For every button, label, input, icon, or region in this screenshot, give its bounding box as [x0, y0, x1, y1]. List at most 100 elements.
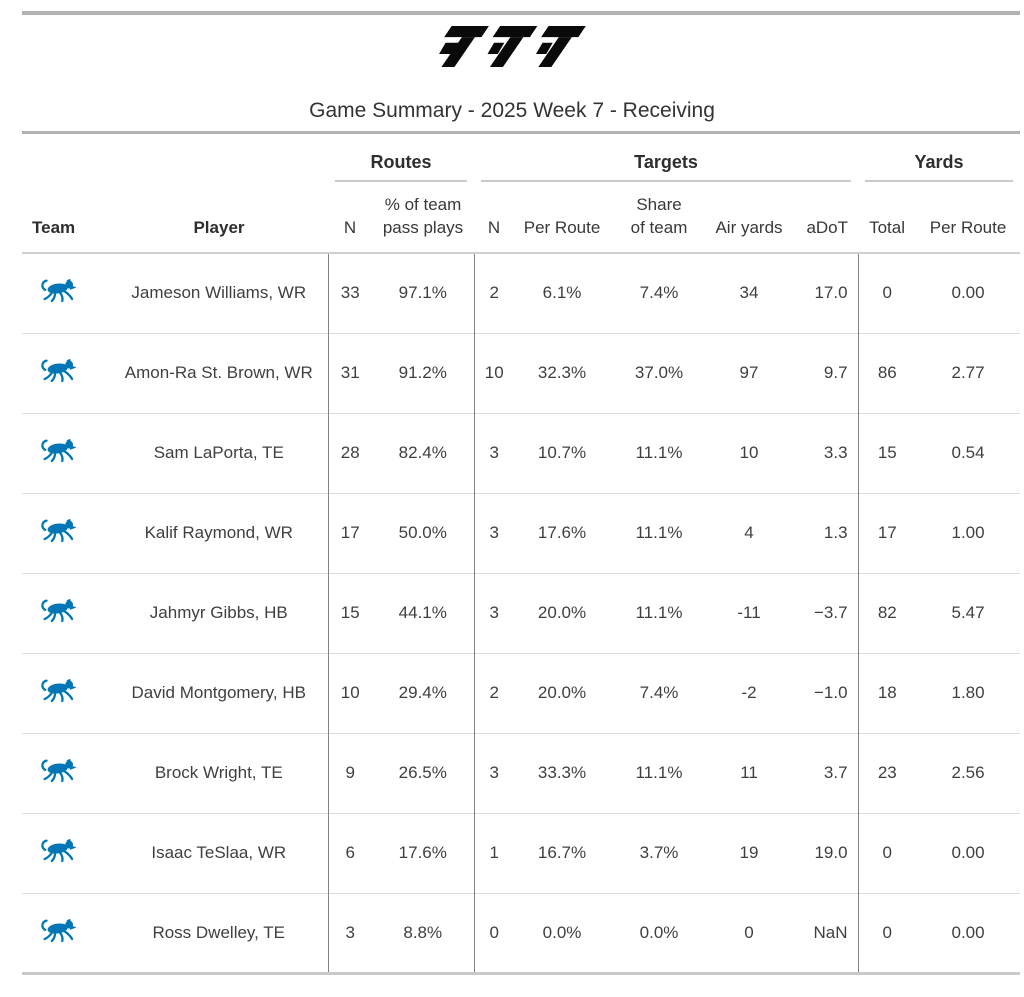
targets-per-route-value: 10.7% [514, 412, 611, 493]
target-share-value: 37.0% [610, 332, 709, 413]
routes-pct-value: 8.8% [372, 892, 475, 973]
yards-total-value: 18 [857, 652, 917, 733]
column-header-row: Team Player N % of team pass plays N Per… [22, 182, 1021, 254]
adot-value: 1.3 [790, 492, 859, 573]
yards-per-route-value: 0.54 [916, 412, 1021, 493]
adot-value: NaN [790, 892, 859, 973]
team-cell [22, 652, 110, 733]
targets-n-value: 2 [473, 253, 515, 333]
yards-per-route-value: 5.47 [916, 572, 1021, 653]
table-row: Kalif Raymond, WR 17 50.0% 3 17.6% 11.1%… [22, 492, 1021, 573]
team-cell [22, 253, 110, 333]
team-cell [22, 492, 110, 573]
air-yards-value: 19 [708, 812, 791, 893]
targets-per-route-value: 20.0% [514, 652, 611, 733]
yards-per-route-value: 2.77 [916, 332, 1021, 413]
target-share-value: 7.4% [639, 283, 679, 303]
routes-pct-value: 91.2% [372, 332, 475, 413]
player-name: Ross Dwelley, TE [110, 892, 328, 973]
lions-logo-icon [40, 437, 78, 464]
routes-n-value: 31 [327, 332, 372, 413]
col-header-routes-pct: % of team pass plays [372, 182, 475, 254]
yards-per-route-value: 0.00 [916, 892, 1021, 973]
group-underline [481, 180, 852, 182]
group-label-targets: Targets [634, 152, 698, 172]
adot-value: −1.0 [790, 652, 859, 733]
targets-per-route-value: 6.1% [542, 283, 582, 303]
lions-logo-icon [40, 677, 78, 704]
table-row: Brock Wright, TE 9 26.5% 3 33.3% 11.1% 1… [22, 732, 1021, 813]
page-title: Game Summary - 2025 Week 7 - Receiving [309, 99, 715, 122]
routes-n-value: 9 [327, 732, 372, 813]
yards-total-value: 86 [857, 332, 917, 413]
col-header-team: Team [22, 182, 110, 254]
targets-per-route-value: 0.0% [514, 892, 611, 973]
targets-n-value: 3 [473, 412, 515, 493]
lions-logo-icon [40, 837, 78, 864]
yards-total-value: 82 [857, 572, 917, 653]
player-name: David Montgomery, HB [110, 652, 328, 733]
routes-pct-value: 17.6% [372, 812, 475, 893]
target-share-value: 11.1% [610, 572, 709, 653]
yards-per-route-value: 0.00 [916, 812, 1021, 893]
group-header-row: Routes Targets Yards [22, 135, 1020, 182]
targets-n-value: 3 [473, 732, 515, 813]
air-yards-value: 0 [708, 892, 791, 973]
yards-per-route-value: 2.56 [916, 732, 1021, 813]
group-header-targets: Targets [474, 135, 858, 182]
targets-per-route-value: 20.0% [514, 572, 611, 653]
col-header-per-route: Per Route [514, 182, 611, 254]
team-cell [22, 572, 110, 653]
adot-value: 3.7 [790, 732, 859, 813]
table-row: Jameson Williams, WR 33 97.1% 2 6.1% 7.4… [22, 253, 1020, 333]
table-row: Amon-Ra St. Brown, WR 31 91.2% 10 32.3% … [22, 332, 1021, 413]
group-header-spacer [22, 135, 328, 182]
yards-total-value: 0 [857, 253, 917, 333]
targets-n-value: 10 [473, 332, 515, 413]
table-row: Isaac TeSlaa, WR 6 17.6% 1 16.7% 3.7% 19… [22, 812, 1021, 893]
routes-n-value: 33 [327, 253, 372, 333]
routes-pct-value: 82.4% [372, 412, 475, 493]
col-header-share: Share of team [610, 182, 709, 254]
group-label-routes: Routes [370, 152, 432, 172]
table-row: David Montgomery, HB 10 29.4% 2 20.0% 7.… [22, 652, 1021, 733]
team-cell [22, 332, 110, 413]
lions-logo-icon [40, 917, 78, 944]
yards-per-route-value: 0.00 [951, 283, 985, 303]
col-header-player: Player [110, 182, 328, 254]
routes-pct-value: 44.1% [372, 572, 475, 653]
yards-total-value: 0 [857, 812, 917, 893]
col-header-routes-n: N [328, 182, 372, 254]
targets-per-route-value: 16.7% [514, 812, 611, 893]
lions-logo-icon [40, 517, 78, 544]
routes-n-value: 15 [327, 572, 372, 653]
col-header-adot: aDoT [790, 182, 859, 254]
adot-value: 9.7 [790, 332, 859, 413]
group-header-yards: Yards [858, 135, 1020, 182]
air-yards-value: 97 [708, 332, 791, 413]
air-yards-value: 11 [708, 732, 791, 813]
air-yards-value: 34 [739, 283, 759, 303]
lions-logo-icon [40, 757, 78, 784]
col-header-yards-per-route: Per Route [916, 182, 1021, 254]
pff-logo-icon [438, 26, 586, 67]
player-name: Jahmyr Gibbs, HB [110, 572, 328, 653]
routes-n-value: 28 [327, 412, 372, 493]
player-name: Isaac TeSlaa, WR [110, 812, 328, 893]
targets-n-value: 3 [473, 572, 515, 653]
yards-total-value: 23 [857, 732, 917, 813]
group-label-yards: Yards [914, 152, 964, 172]
lions-logo-icon [40, 357, 78, 384]
group-underline [335, 180, 468, 182]
adot-value: 17.0 [814, 283, 848, 303]
player-name: Amon-Ra St. Brown, WR [110, 332, 328, 413]
adot-value: 19.0 [790, 812, 859, 893]
targets-n-value: 0 [473, 892, 515, 973]
target-share-value: 11.1% [610, 492, 709, 573]
title-divider [22, 131, 1020, 134]
air-yards-value: -2 [708, 652, 791, 733]
group-header-routes: Routes [328, 135, 474, 182]
routes-n-value: 3 [327, 892, 372, 973]
adot-value: 3.3 [790, 412, 859, 493]
